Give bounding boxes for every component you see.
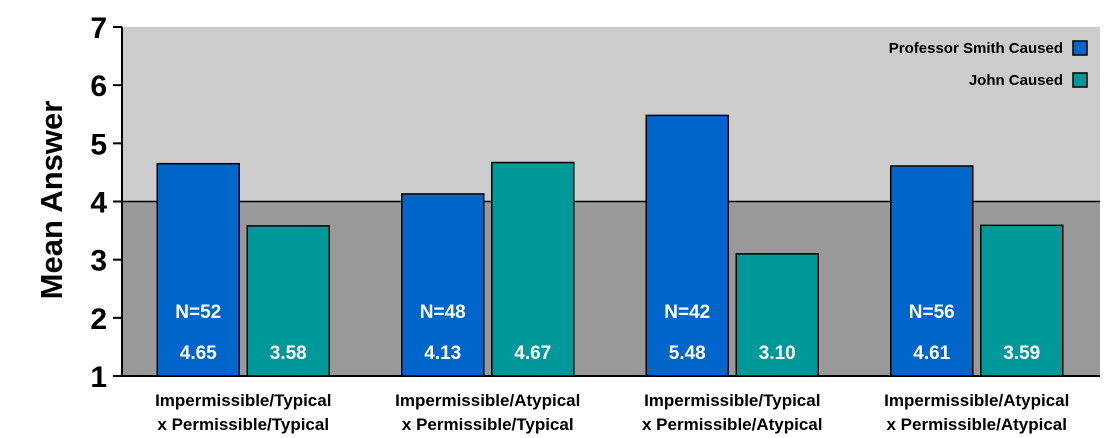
bar-value-label: 4.13 — [424, 343, 461, 364]
category-label: Impermissible/Typical x Permissible/Atypi… — [642, 391, 822, 434]
x-axis-category-labels: Impermissible/Typical x Permissible/Typic… — [155, 391, 1069, 434]
bar-value-label: 4.67 — [514, 343, 551, 364]
bar — [246, 225, 330, 377]
bar-value-label: 3.58 — [270, 343, 307, 364]
legend-label: John Caused — [969, 72, 1063, 89]
sample-size-label: N=48 — [420, 302, 466, 323]
sample-size-label: N=56 — [909, 302, 955, 323]
y-tick-label: 3 — [90, 245, 107, 278]
bar-value-label: 3.10 — [759, 343, 796, 364]
y-axis: 1 2 3 4 5 6 7 — [90, 12, 1100, 394]
bar — [156, 162, 240, 377]
bar-value-label: 4.65 — [180, 343, 217, 364]
bar — [645, 114, 729, 377]
y-tick-label: 7 — [90, 12, 107, 45]
y-tick-label: 1 — [90, 361, 107, 394]
bar-value-label: 3.59 — [1003, 343, 1040, 364]
legend-swatch — [1072, 40, 1088, 56]
bar-value-label: 4.61 — [913, 343, 950, 364]
bar — [401, 193, 485, 377]
legend-swatch — [1072, 72, 1088, 88]
bar — [980, 224, 1064, 377]
category-label: Impermissible/Typical x Permissible/Typic… — [155, 391, 331, 434]
sample-size-label: N=42 — [664, 302, 710, 323]
category-label: Impermissible/Atypical x Permissible/Typi… — [395, 391, 580, 434]
y-tick-label: 5 — [90, 128, 107, 161]
y-tick-label: 6 — [90, 70, 107, 103]
y-tick-label: 4 — [90, 187, 107, 220]
legend: Professor Smith Caused John Caused — [889, 40, 1088, 89]
bar — [735, 253, 819, 377]
legend-label: Professor Smith Caused — [889, 40, 1063, 57]
sample-size-label: N=52 — [175, 302, 221, 323]
bar-value-label: 5.48 — [669, 343, 706, 364]
category-label: Impermissible/Atypical x Permissible/Atyp… — [884, 391, 1069, 434]
bar-labels: 4.65 N=52 3.58 4.13 N=48 4.67 5.48 N=42 3.10 4.61… — [175, 302, 1040, 364]
bar — [491, 161, 575, 377]
y-axis-title: Mean Answer — [34, 101, 69, 300]
bar — [890, 165, 974, 377]
y-tick-label: 2 — [90, 303, 107, 336]
bars — [156, 114, 1064, 377]
